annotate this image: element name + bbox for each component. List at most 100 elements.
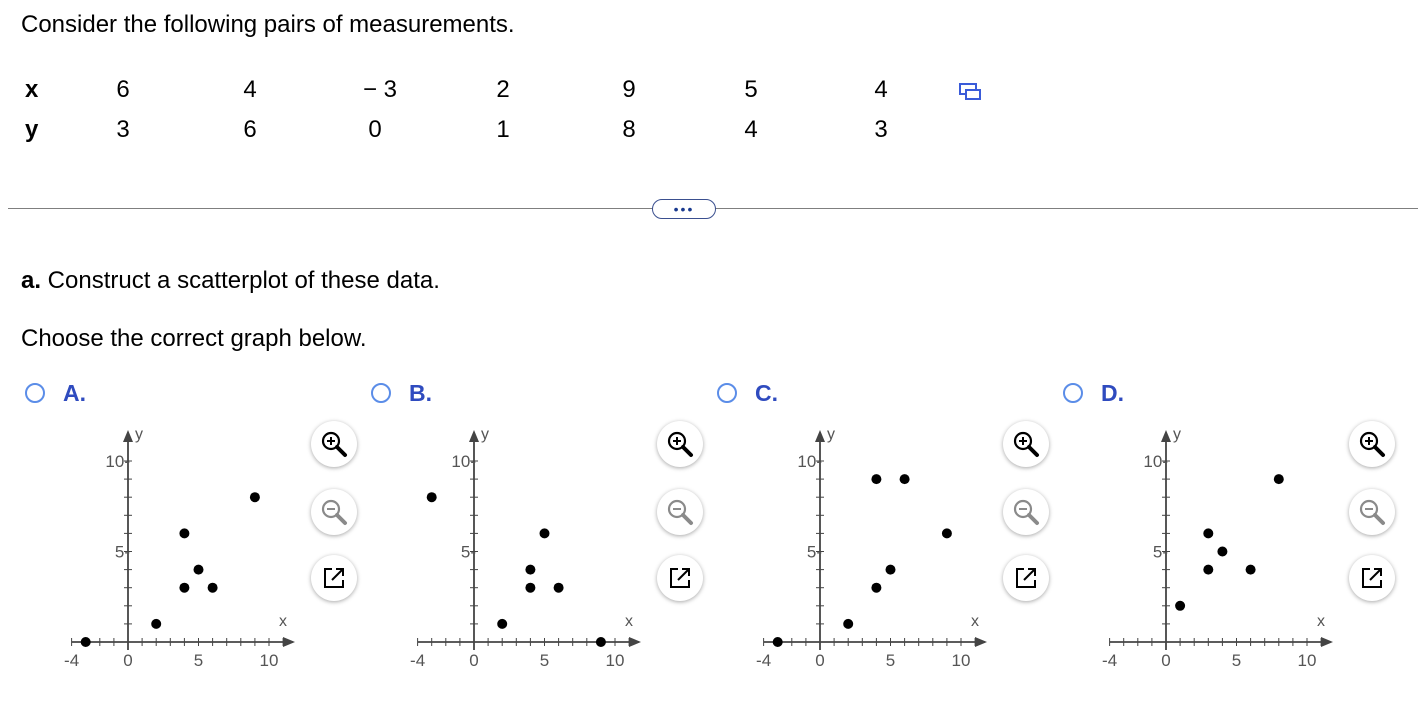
data-point [1203,564,1214,575]
y-axis-label: y [481,426,489,443]
y-axis-label: y [135,426,143,443]
y-tick-label: 10- [451,452,476,471]
choose-instruction: Choose the correct graph below. [21,325,367,352]
y-axis-arrow [123,430,133,442]
y-value: 3 [874,116,888,143]
x-tick-label: 5 [540,651,549,670]
x-tick-label: -4 [410,651,425,670]
more-button[interactable]: ••• [652,199,716,219]
x-tick-label: 0 [1161,651,1170,670]
y-axis-label: y [827,426,835,443]
zoom-out-icon [1359,499,1385,525]
data-point [941,528,952,539]
option-radio[interactable] [717,383,737,403]
data-point [179,528,190,539]
x-axis-arrow [1321,637,1333,647]
y-axis-arrow [469,430,479,442]
x-value: 6 [116,76,130,103]
popout-icon [324,568,344,588]
popout-icon [670,568,690,588]
x-tick-label: 0 [815,651,824,670]
x-tick-label: 5 [886,651,895,670]
popout-button[interactable] [657,555,703,601]
y-tick-label: 5- [1153,543,1168,562]
option-radio[interactable] [1063,383,1083,403]
popout-button[interactable] [1349,555,1395,601]
zoom-in-button[interactable] [657,421,703,467]
x-value: 9 [622,76,636,103]
y-tick-label: 10- [105,452,130,471]
y-value: 1 [496,116,510,143]
x-axis-label: x [971,613,979,630]
popout-icon [1362,568,1382,588]
option-letter[interactable]: B. [409,380,432,406]
zoom-in-button[interactable] [1003,421,1049,467]
x-axis-label: x [625,613,633,630]
x-tick-label: 0 [123,651,132,670]
data-point [899,474,910,485]
zoom-out-button[interactable] [1349,489,1395,535]
zoom-out-button[interactable] [1003,489,1049,535]
option-letter[interactable]: C. [755,380,778,406]
y-value: 6 [243,116,257,143]
data-point [426,492,437,503]
zoom-in-button[interactable] [1349,421,1395,467]
zoom-in-icon [1359,431,1385,457]
data-point [553,582,564,593]
x-tick-label: -4 [1102,651,1117,670]
data-point [1203,528,1214,539]
y-tick-label: 10- [797,452,822,471]
zoom-out-icon [667,499,693,525]
data-point [1217,546,1228,557]
zoom-out-button[interactable] [311,489,357,535]
y-label: y [25,116,39,143]
x-value: 4 [874,76,888,103]
popout-button[interactable] [1003,555,1049,601]
y-tick-label: 5- [807,543,822,562]
x-tick-label: 10 [260,651,279,670]
x-tick-label: -4 [756,651,771,670]
intro-text: Consider the following pairs of measurem… [21,11,515,38]
scatterplot: x y -4 0 5 10 5- 10- [1102,426,1333,670]
zoom-in-icon [321,431,347,457]
popout-button[interactable] [311,555,357,601]
x-axis-arrow [975,637,987,647]
data-point [772,637,783,647]
option-radio[interactable] [25,383,45,403]
y-tick-label: 5- [461,543,476,562]
y-value: 8 [622,116,636,143]
y-tick-label: 10- [1143,452,1168,471]
data-point [151,618,162,629]
x-axis-label: x [279,613,287,630]
option-letter[interactable]: D. [1101,380,1124,406]
data-point [885,564,896,575]
copy-table-icon[interactable] [957,80,983,102]
y-value: 4 [744,116,758,143]
data-point [1273,474,1284,485]
x-label: x [25,76,39,103]
x-value: − 3 [362,76,398,103]
x-tick-label: 10 [1298,651,1317,670]
option-letter[interactable]: A. [63,380,86,406]
scatterplot: x y -4 0 5 10 5- 10- [756,426,987,670]
x-tick-label: 0 [469,651,478,670]
x-value: 2 [496,76,510,103]
part-a-letter: a. [21,267,42,294]
data-point [249,492,260,503]
x-tick-label: -4 [64,651,79,670]
zoom-out-icon [321,499,347,525]
y-value: 3 [116,116,130,143]
zoom-in-icon [667,431,693,457]
popout-icon [1016,568,1036,588]
y-axis-arrow [1161,430,1171,442]
zoom-in-button[interactable] [311,421,357,467]
option-radio[interactable] [371,383,391,403]
x-tick-label: 5 [194,651,203,670]
zoom-out-button[interactable] [657,489,703,535]
data-point [539,528,550,539]
data-point [207,582,218,593]
y-value: 0 [368,116,382,143]
x-tick-label: 10 [606,651,625,670]
data-point [525,582,536,593]
zoom-in-icon [1013,431,1039,457]
